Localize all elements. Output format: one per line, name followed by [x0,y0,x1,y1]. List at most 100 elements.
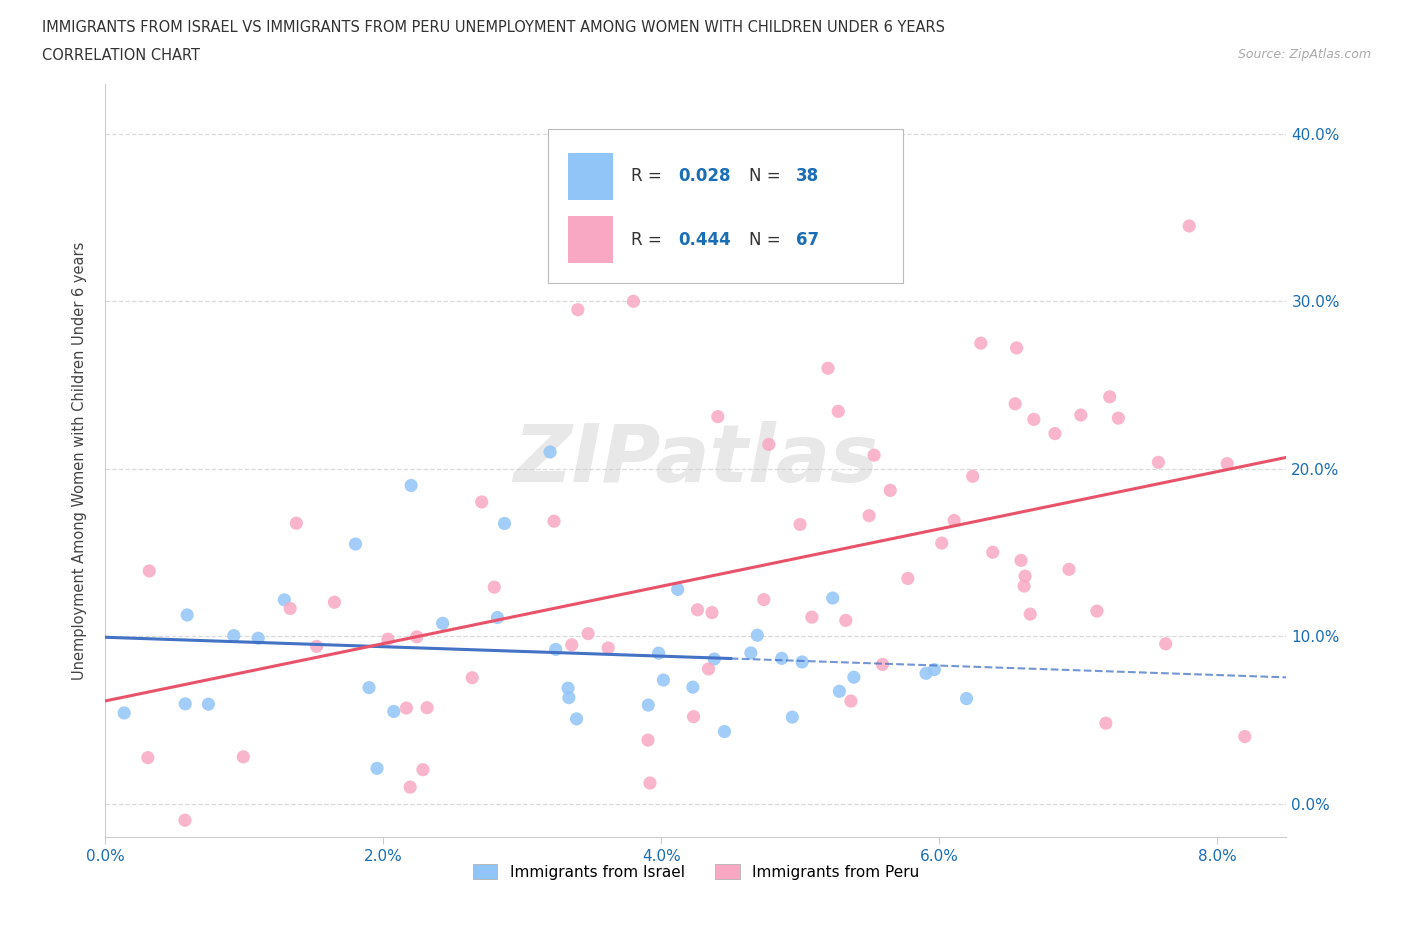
Text: 0.028: 0.028 [678,167,731,185]
Text: IMMIGRANTS FROM ISRAEL VS IMMIGRANTS FROM PERU UNEMPLOYMENT AMONG WOMEN WITH CHI: IMMIGRANTS FROM ISRAEL VS IMMIGRANTS FRO… [42,20,945,35]
Point [174,697,197,711]
Point [1154,636,1177,651]
Point [747,628,769,643]
Point [1022,412,1045,427]
Point [1107,411,1129,426]
Text: Source: ZipAtlas.com: Source: ZipAtlas.com [1237,48,1371,61]
Point [697,661,720,676]
Point [1005,340,1028,355]
Point [1233,729,1256,744]
Point [486,610,509,625]
Point [305,639,328,654]
Text: R =: R = [631,231,666,248]
Text: ZIPatlas: ZIPatlas [513,421,879,499]
Point [872,657,894,671]
Point [232,750,254,764]
Point [638,776,661,790]
Point [1216,457,1239,472]
Text: 38: 38 [796,167,820,185]
Point [652,672,675,687]
Point [981,545,1004,560]
Point [323,595,346,610]
Point [915,666,938,681]
Point [432,616,454,631]
Point [598,641,620,656]
Point [623,294,645,309]
Point [789,517,811,532]
FancyBboxPatch shape [568,153,613,201]
Point [943,513,966,528]
Point [273,592,295,607]
Point [842,670,865,684]
Point [821,591,844,605]
Point [1085,604,1108,618]
Point [197,697,219,711]
Point [484,579,506,594]
Text: N =: N = [749,167,786,185]
Point [931,536,953,551]
Point [790,655,813,670]
Point [567,302,589,317]
Point [828,684,851,698]
Point [222,628,245,643]
FancyBboxPatch shape [548,129,903,284]
Point [561,637,583,652]
Point [839,694,862,709]
Point [924,662,946,677]
Point [461,671,484,685]
Point [682,710,704,724]
Point [835,613,858,628]
Point [666,582,689,597]
Point [1070,407,1092,422]
Point [538,445,561,459]
Point [1178,219,1201,233]
Point [174,813,197,828]
Point [827,404,849,418]
Point [703,652,725,667]
Point [1098,390,1121,405]
Point [176,607,198,622]
Point [647,645,669,660]
Point [285,516,308,531]
Point [544,642,567,657]
Point [382,704,405,719]
Legend: Immigrants from Israel, Immigrants from Peru: Immigrants from Israel, Immigrants from … [467,857,925,886]
Point [557,681,579,696]
Point [637,733,659,748]
Point [800,610,823,625]
Point [357,680,380,695]
Point [377,631,399,646]
Point [399,779,422,794]
Point [970,336,993,351]
Text: 0.444: 0.444 [678,231,731,248]
Point [416,700,439,715]
Point [399,478,422,493]
Text: R =: R = [631,167,666,185]
Point [558,690,581,705]
Point [707,409,730,424]
Point [700,605,723,620]
Point [1004,396,1026,411]
Point [713,724,735,739]
Point [1014,569,1036,584]
Point [758,437,780,452]
Point [395,700,418,715]
Point [136,751,159,765]
Point [471,495,494,510]
Point [543,513,565,528]
Point [897,571,920,586]
Point [686,603,709,618]
Point [412,763,434,777]
Point [863,447,886,462]
Point [112,706,135,721]
FancyBboxPatch shape [568,216,613,263]
Point [247,631,270,645]
Point [405,630,427,644]
Point [366,761,388,776]
Point [879,483,901,498]
Point [344,537,367,551]
Point [782,710,804,724]
Point [1043,426,1066,441]
Point [817,361,839,376]
Point [1012,578,1035,593]
